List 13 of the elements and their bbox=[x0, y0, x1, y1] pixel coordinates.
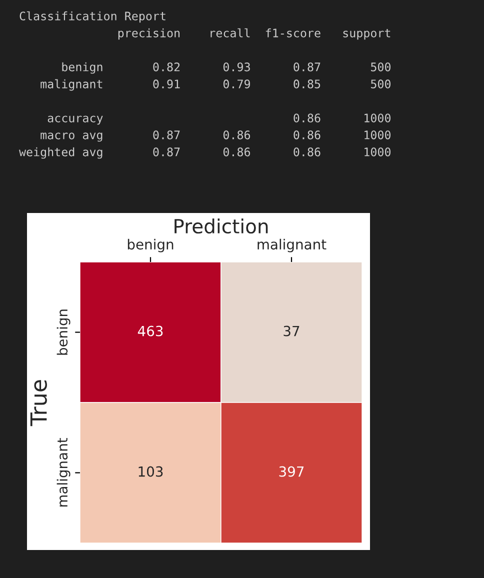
text: benign 0.82 0.93 0.87 500 bbox=[62, 62, 391, 74]
x-axis-title: Prediction bbox=[174, 218, 268, 234]
data-label: 397 bbox=[279, 466, 304, 477]
text: precision recall f1-score support bbox=[118, 28, 390, 40]
y-axis-title: True bbox=[30, 380, 47, 426]
text: malignant 0.91 0.79 0.85 500 bbox=[40, 79, 391, 91]
text: macro avg 0.87 0.86 0.86 1000 bbox=[40, 130, 391, 142]
text: weighted avg 0.87 0.86 0.86 1000 bbox=[19, 147, 391, 159]
data-label: 37 bbox=[284, 326, 300, 336]
text: accuracy 0.86 1000 bbox=[48, 114, 391, 125]
data-label: 463 bbox=[138, 326, 163, 336]
text: Classification Report bbox=[20, 11, 166, 23]
data-label: 103 bbox=[138, 466, 163, 477]
